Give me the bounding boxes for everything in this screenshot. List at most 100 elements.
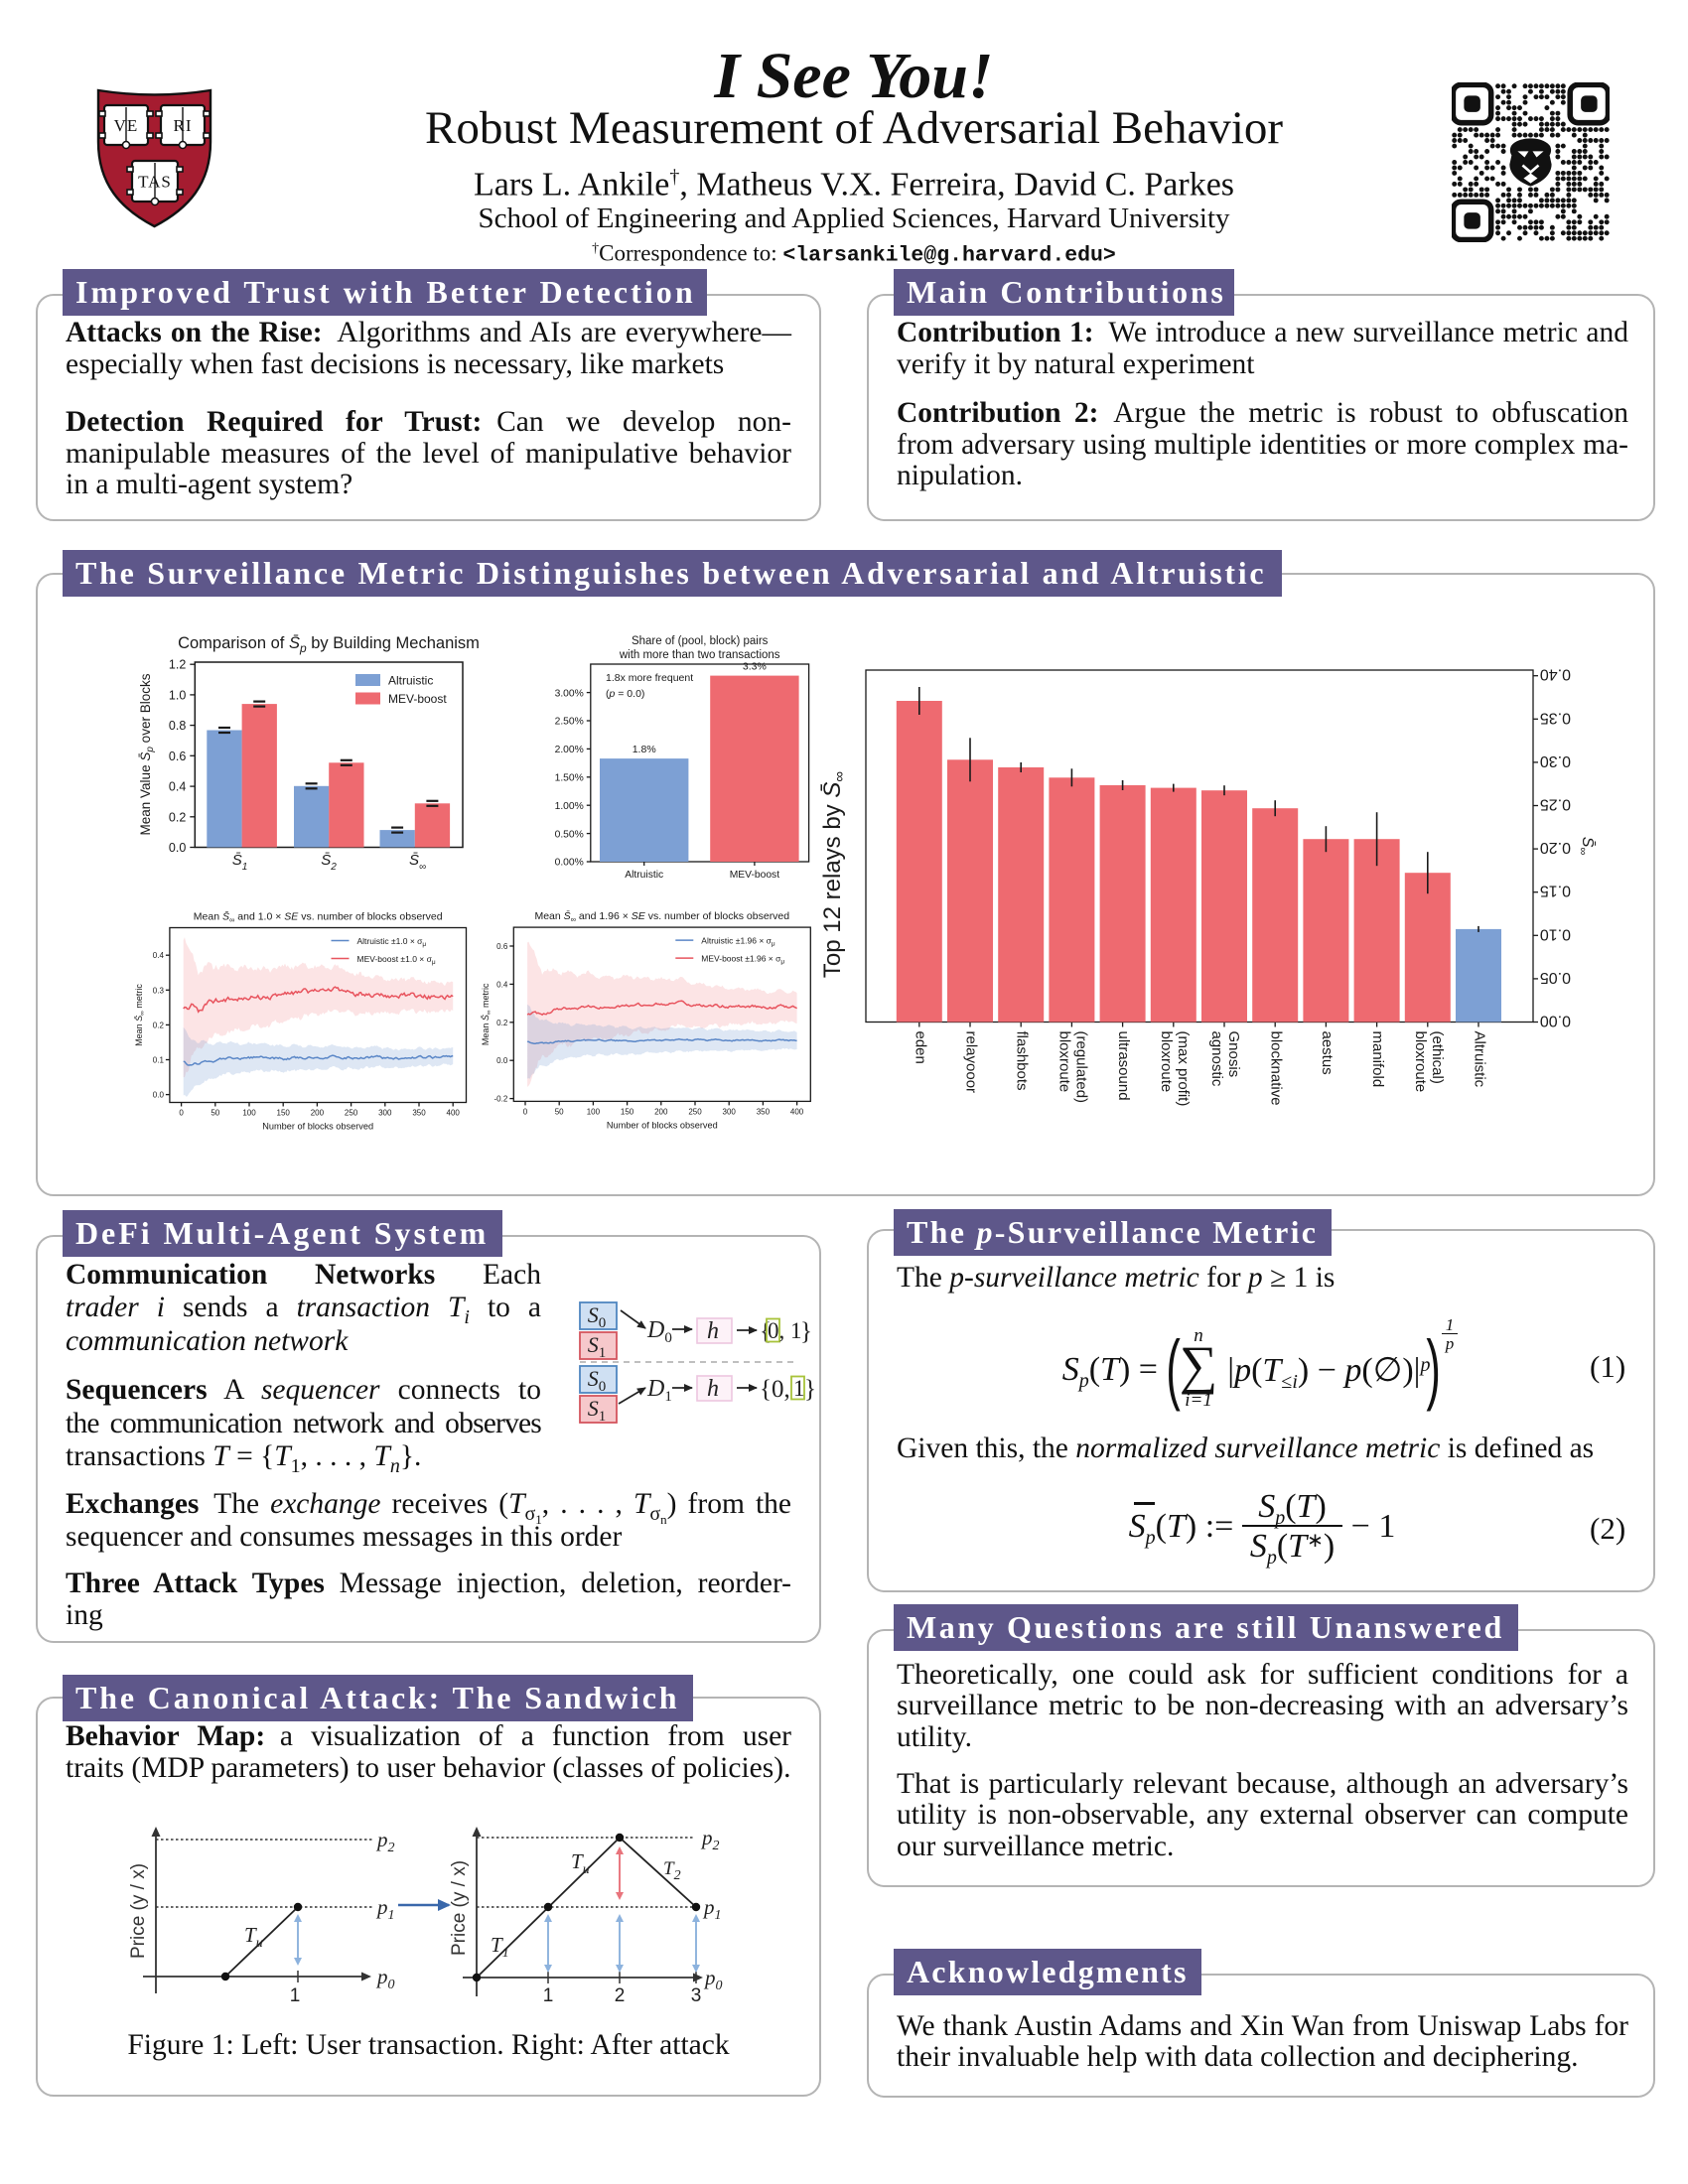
svg-text:200: 200 (654, 1107, 668, 1116)
svg-text:Mean S̄∞ metric: Mean S̄∞ metric (481, 983, 492, 1045)
svg-text:Gnosis: Gnosis (1225, 1031, 1242, 1078)
svg-text:350: 350 (757, 1107, 771, 1116)
svg-text:0.35: 0.35 (1540, 709, 1571, 726)
svg-text:bloxroute: bloxroute (1412, 1031, 1429, 1093)
svg-text:350: 350 (412, 1109, 426, 1118)
svg-text:100: 100 (587, 1107, 601, 1116)
svg-text:Altruistic: Altruistic (388, 674, 433, 688)
svg-text:50: 50 (211, 1109, 219, 1118)
svg-text:Top 12 relays by S̄∞: Top 12 relays by S̄∞ (819, 771, 848, 978)
svg-text:(p = 0.0): (p = 0.0) (606, 688, 644, 700)
svg-text:0.2: 0.2 (169, 810, 186, 824)
svg-text:0.6: 0.6 (496, 942, 508, 951)
svg-text:Mean S̄∞ and 1.0 × SE vs. numb: Mean S̄∞ and 1.0 × SE vs. number of bloc… (194, 910, 443, 924)
svg-text:0.6: 0.6 (169, 750, 186, 763)
svg-text:Tu: Tu (571, 1849, 590, 1877)
svg-text:bloxroute: bloxroute (1158, 1031, 1175, 1093)
svg-text:0: 0 (523, 1107, 528, 1116)
svg-text:(ethical): (ethical) (1429, 1031, 1446, 1084)
svg-text:blocknative: blocknative (1268, 1031, 1285, 1106)
svg-text:150: 150 (621, 1107, 634, 1116)
svg-text:flashbots: flashbots (1014, 1031, 1031, 1091)
svg-text:1.8x more frequent: 1.8x more frequent (606, 672, 693, 684)
svg-text:S̄∞: S̄∞ (1577, 837, 1596, 856)
svg-text:Mean S̄∞ and 1.96 × SE vs. num: Mean S̄∞ and 1.96 × SE vs. number of blo… (534, 910, 789, 924)
svg-text:T1: T1 (491, 1933, 509, 1961)
svg-text:0.0: 0.0 (496, 1056, 508, 1065)
svg-text:3.3%: 3.3% (743, 661, 767, 673)
svg-text:400: 400 (790, 1107, 804, 1116)
svg-text:(regulated): (regulated) (1072, 1031, 1089, 1104)
svg-text:ultrasound: ultrasound (1115, 1031, 1132, 1101)
svg-text:400: 400 (447, 1109, 461, 1118)
svg-text:p2: p2 (375, 1828, 395, 1855)
svg-text:0: 0 (179, 1109, 184, 1118)
svg-text:2.00%: 2.00% (555, 745, 584, 755)
svg-text:1: 1 (543, 1985, 554, 2006)
svg-text:0.40: 0.40 (1540, 666, 1571, 683)
svg-text:2: 2 (615, 1985, 626, 2006)
svg-text:3.00%: 3.00% (555, 688, 584, 699)
svg-text:Altruistic: Altruistic (1472, 1031, 1488, 1088)
svg-text:-0.2: -0.2 (494, 1095, 508, 1104)
svg-text:150: 150 (277, 1109, 291, 1118)
svg-text:with more than two transaction: with more than two transactions (619, 649, 780, 661)
svg-text:0.2: 0.2 (496, 1019, 508, 1027)
svg-text:MEV-boost: MEV-boost (730, 870, 780, 881)
svg-text:VE: VE (114, 116, 139, 135)
svg-text:3: 3 (691, 1985, 702, 2006)
svg-text:0.4: 0.4 (496, 980, 508, 989)
svg-text:relayooor: relayooor (963, 1031, 980, 1094)
svg-text:0, 1: 0, 1 (768, 1318, 802, 1343)
svg-text:}: } (804, 1376, 816, 1403)
svg-text:Number of blocks observed: Number of blocks observed (262, 1122, 373, 1132)
svg-text:S̄2: S̄2 (321, 852, 337, 873)
svg-text:0.05: 0.05 (1540, 969, 1571, 986)
svg-text:0.0: 0.0 (169, 841, 186, 855)
svg-text:bloxroute: bloxroute (1055, 1031, 1072, 1093)
svg-text:D0: D0 (646, 1317, 672, 1346)
svg-text:0.25: 0.25 (1540, 796, 1571, 813)
svg-text:0.00: 0.00 (1540, 1013, 1571, 1029)
svg-text:0.2: 0.2 (153, 1021, 165, 1029)
svg-text:0.10: 0.10 (1540, 925, 1571, 942)
svg-text:0.50%: 0.50% (555, 829, 584, 840)
svg-text:Altruistic ±1.96 × σμ: Altruistic ±1.96 × σμ (701, 936, 775, 948)
svg-text:0.0: 0.0 (153, 1091, 165, 1100)
svg-text:250: 250 (345, 1109, 358, 1118)
svg-text:MEV-boost ±1.96 × σμ: MEV-boost ±1.96 × σμ (701, 954, 784, 966)
svg-text:{0,: {0, (760, 1376, 790, 1403)
svg-text:300: 300 (723, 1107, 737, 1116)
svg-text:0.1: 0.1 (153, 1056, 165, 1065)
svg-text:(max profit): (max profit) (1175, 1031, 1192, 1107)
svg-text:Price (y / x): Price (y / x) (128, 1863, 149, 1959)
svg-text:p0: p0 (375, 1965, 395, 1992)
svg-text:Comparison of S̄p by Building: Comparison of S̄p by Building Mechanism (178, 634, 480, 655)
svg-text:2.50%: 2.50% (555, 717, 584, 728)
svg-text:S̄∞: S̄∞ (409, 852, 426, 873)
svg-text:1.8%: 1.8% (633, 744, 656, 755)
svg-text:RI: RI (174, 116, 193, 135)
svg-text:100: 100 (242, 1109, 256, 1118)
svg-text:0.20: 0.20 (1540, 839, 1571, 856)
svg-text:1.2: 1.2 (169, 658, 186, 672)
svg-text:p1: p1 (702, 1895, 722, 1923)
svg-text:p1: p1 (375, 1895, 395, 1923)
svg-text:50: 50 (555, 1107, 564, 1116)
svg-text:300: 300 (378, 1109, 392, 1118)
svg-text:aestus: aestus (1319, 1031, 1336, 1075)
svg-text:Share of (pool, block) pairs: Share of (pool, block) pairs (632, 635, 769, 647)
svg-text:p0: p0 (703, 1966, 723, 1993)
svg-text:MEV-boost ±1.0 × σμ: MEV-boost ±1.0 × σμ (357, 954, 436, 966)
svg-text:D1: D1 (646, 1376, 672, 1405)
svg-text:Mean S̄∞ metric: Mean S̄∞ metric (134, 984, 146, 1046)
svg-text:}: } (800, 1318, 812, 1345)
svg-text:h: h (707, 1318, 719, 1344)
svg-text:Tu: Tu (244, 1923, 263, 1951)
svg-text:agnostic: agnostic (1208, 1031, 1225, 1087)
svg-text:Mean Value S̄p over Blocks: Mean Value S̄p over Blocks (138, 673, 156, 835)
svg-text:0.4: 0.4 (169, 780, 186, 794)
svg-text:1.00%: 1.00% (555, 801, 584, 812)
svg-text:{: { (760, 1318, 772, 1345)
svg-text:0.3: 0.3 (153, 986, 165, 995)
